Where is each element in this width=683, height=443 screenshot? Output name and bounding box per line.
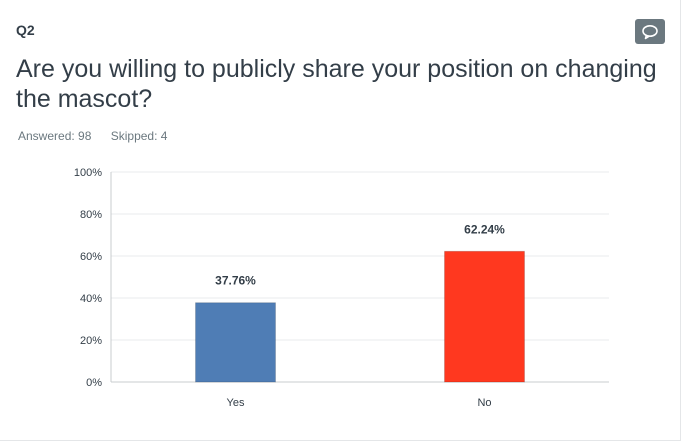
bar-no — [444, 250, 525, 383]
y-tick-label: 80% — [80, 209, 102, 221]
answered-count: Answered: 98 — [18, 129, 92, 143]
skipped-count: Skipped: 4 — [110, 129, 168, 143]
x-tick-label-yes: Yes — [227, 397, 245, 409]
y-tick-label: 100% — [74, 167, 102, 179]
bar-chart: 0% 20% 40% 60% 80% 100% 37.76% Yes 62.24% No — [74, 167, 609, 409]
y-tick-label: 60% — [80, 251, 102, 263]
question-title: Are you willing to publicly share your p… — [16, 55, 657, 113]
data-label-yes: 37.76% — [215, 274, 256, 288]
bar-yes — [195, 302, 276, 383]
response-stats: Answered: 98 Skipped: 4 — [18, 129, 167, 143]
question-number: Q2 — [16, 22, 35, 38]
y-tick-label: 40% — [80, 293, 102, 305]
y-tick-label: 20% — [80, 335, 102, 347]
comment-button[interactable] — [635, 19, 665, 44]
speech-bubble-icon — [642, 24, 658, 39]
x-tick-label-no: No — [477, 397, 491, 409]
data-label-no: 62.24% — [464, 222, 505, 236]
y-tick-label: 0% — [86, 377, 102, 389]
